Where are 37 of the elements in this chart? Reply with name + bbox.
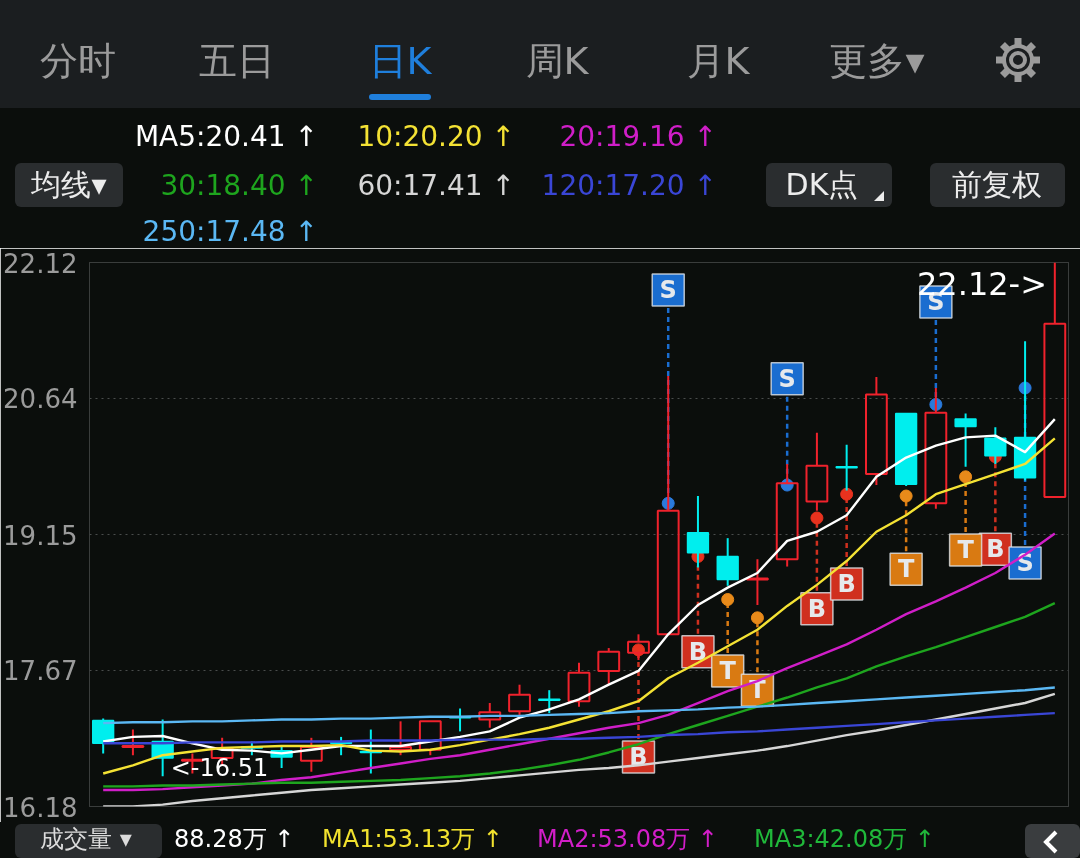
text: 更多▾ xyxy=(829,39,925,84)
text: 周K xyxy=(525,39,589,84)
text: MA3:42.08万 ↑ xyxy=(754,825,935,854)
data-label: B xyxy=(629,743,648,772)
y-tick-label: 19.15 xyxy=(3,520,78,551)
button: 成交量 ▾ xyxy=(15,824,162,858)
data-label: S xyxy=(659,275,677,304)
text: 分时 xyxy=(40,39,116,84)
button: DK点 xyxy=(766,163,892,207)
y-tick-label: 16.18 xyxy=(3,792,78,823)
text: 120:17.20 ↑ xyxy=(541,168,717,203)
annotation: <-16.51 xyxy=(170,753,269,782)
text: 10:20.20 ↑ xyxy=(357,119,515,154)
y-tick-label: 22.12 xyxy=(3,248,78,279)
data-label: B xyxy=(986,535,1005,564)
button: 前复权 xyxy=(930,163,1065,207)
button: 均线▾ xyxy=(15,163,123,207)
data-label: T xyxy=(957,536,975,565)
y-tick-label: 20.64 xyxy=(3,384,78,415)
text: 88.28万 ↑ xyxy=(174,825,295,854)
text: 20:19.16 ↑ xyxy=(559,119,717,154)
data-label: S xyxy=(778,364,796,393)
data-label: B xyxy=(688,637,708,666)
text: 月K xyxy=(686,39,750,84)
text: 30:18.40 ↑ xyxy=(160,168,318,203)
data-label: T xyxy=(719,656,737,685)
text: 五日 xyxy=(199,39,275,84)
text: MA2:53.08万 ↑ xyxy=(537,825,718,854)
data-label: B xyxy=(807,594,827,623)
text: MA1:53.13万 ↑ xyxy=(322,825,503,854)
data-label: T xyxy=(897,555,915,584)
y-tick-label: 17.67 xyxy=(3,656,78,687)
text: 250:17.48 ↑ xyxy=(142,214,318,249)
data-label: B xyxy=(837,569,856,598)
text: 60:17.41 ↑ xyxy=(357,168,515,203)
text: MA5:20.41 ↑ xyxy=(134,119,318,154)
text: 日K xyxy=(368,39,432,84)
